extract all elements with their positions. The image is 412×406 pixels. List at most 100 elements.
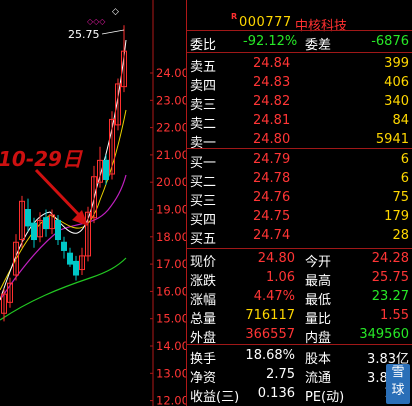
sell-label: 卖二 [190,117,217,132]
sell-level-4: 卖四 24.83 406 [187,73,412,94]
candle-body [103,159,109,180]
fund-value: 2.75 [266,367,295,382]
sell-volume: 84 [392,113,409,128]
buy-level-2: 买二 24.78 6 [187,169,412,190]
buy-price: 24.74 [253,228,291,243]
stock-header: R 000777 中核科技 [187,6,412,34]
y-tick-label: 14.00 [156,339,186,353]
candle-body [121,50,127,88]
stat-row: 总量 716117 量比 1.55 [187,306,412,327]
buy-level-1: 买一 24.79 6 [187,150,412,171]
buy-volume: 6 [400,171,409,186]
stat-value: 25.75 [371,270,409,285]
candle-body [19,200,25,241]
fund-row: 换手 18.68% 股本 3.83亿 [187,346,412,367]
stat-row: 涨跌 1.06 最高 25.75 [187,268,412,289]
buy-volume: 6 [400,152,409,167]
stock-code[interactable]: 000777 [239,15,292,30]
buy-price: 24.75 [253,209,291,224]
stat-value: 1.06 [266,270,295,285]
sell-level-5: 卖五 24.84 399 [187,54,412,75]
stat-row: 涨幅 4.47% 最低 23.27 [187,287,412,308]
candle-body [55,219,61,241]
candle-body [73,260,79,276]
annotation-arrow-head [72,210,88,226]
stat-label: 总量 [190,312,217,327]
candle-body [37,219,43,238]
y-tick-label: 12.00 [156,394,186,406]
y-tick-label: 17.00 [156,257,186,271]
y-tick-label: 21.00 [156,148,186,162]
sell-volume: 399 [384,56,409,71]
annotation-arrow-shaft [34,168,84,220]
fund-value: 18.68% [245,348,295,363]
weicha-label: 委差 [305,38,332,53]
y-tick-label: 16.00 [156,284,186,298]
buy-volume: 28 [392,228,409,243]
candle-body [115,83,121,126]
sell-price: 24.80 [253,132,291,147]
stat-value: 366557 [245,327,295,342]
sell-level-2: 卖二 24.81 84 [187,111,412,132]
candle-body [91,176,97,219]
candle-body [7,282,13,303]
stat-label: 最低 [305,293,332,308]
ma-white [0,39,127,301]
stat-label: 今开 [305,255,332,270]
fund-label: 换手 [190,352,217,367]
buy-volume: 75 [392,190,409,205]
date-annotation: 10-29日 [0,147,83,171]
candle-body [13,241,19,276]
buy-price: 24.76 [253,190,291,205]
sell-level-3: 卖三 24.82 340 [187,92,412,113]
ma-green [0,257,127,321]
quote-panel: R 000777 中核科技 委比 -92.12% 委差 -6876 卖五 24.8… [186,0,412,406]
fund-label: 收益(三) [190,390,240,405]
buy-label: 买二 [190,175,217,190]
stat-value: 23.27 [371,289,409,304]
stat-value: 716117 [245,308,295,323]
stat-value: 24.28 [371,251,409,266]
buy-price: 24.78 [253,171,291,186]
stat-value: 349560 [359,327,409,342]
stat-value: 4.47% [253,289,295,304]
kline-chart[interactable]: 24.00 23.00 22.00 21.00 20.00 19.00 18.00 17.00… [0,0,186,406]
top-diamond-icon: ◇ [112,7,119,17]
r-mark: R [231,12,238,21]
candle-body [49,214,55,230]
candle-body [1,293,7,314]
fund-label: 股本 [305,352,332,367]
fund-label: 流通 [305,371,332,386]
stat-value: 24.80 [257,251,295,266]
stat-value: 1.55 [380,308,409,323]
weicha-value: -6876 [371,34,409,49]
candle-body [31,222,37,241]
stat-row: 外盘 366557 内盘 349560 [187,325,412,346]
sell-price: 24.82 [253,94,291,109]
stat-label: 内盘 [305,331,332,346]
candle-body [61,241,67,251]
ma-magenta [0,174,127,301]
sell-price: 24.81 [253,113,291,128]
weibi-label: 委比 [190,38,217,53]
fund-value: 3.83亿 [367,352,409,367]
peak-leader [101,29,125,35]
ma-yellow [0,109,127,291]
y-tick-label: 24.00 [156,66,186,80]
fund-label: PE(动) [305,390,345,405]
sell-label: 卖三 [190,98,217,113]
sell-label: 卖四 [190,79,217,94]
candle-body [25,209,31,227]
buy-level-5: 买五 24.74 28 [187,226,412,247]
fund-row: 净资2.75流通3.83亿 [187,365,412,386]
stat-label: 现价 [190,255,217,270]
candle-body [85,211,91,257]
y-tick-label: 13.00 [156,366,186,380]
stat-label: 涨幅 [190,293,217,308]
stat-label: 外盘 [190,331,217,346]
stat-label: 最高 [305,274,332,289]
peak-price-label: 25.75 [68,28,100,41]
buy-label: 买五 [190,232,217,247]
buy-price: 24.79 [253,152,291,167]
sell-price: 24.83 [253,75,291,90]
